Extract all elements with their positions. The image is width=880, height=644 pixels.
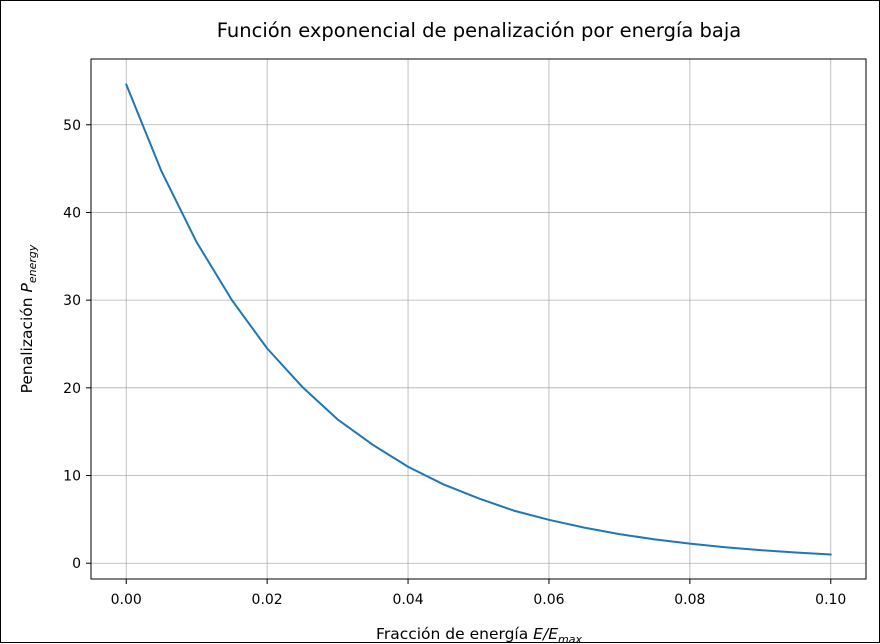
y-axis-label: Penalización Penergy: [18, 244, 39, 393]
x-tick-label: 0.10: [815, 592, 846, 608]
y-axis-label-subscript: energy: [26, 244, 39, 283]
y-tick-label: 10: [63, 469, 81, 485]
grid-lines: [91, 59, 866, 579]
chart-title: Función exponencial de penalización por …: [217, 19, 742, 42]
y-tick-label: 30: [63, 293, 81, 309]
x-tick-label: 0.00: [111, 592, 142, 608]
y-tick-label: 40: [63, 205, 81, 221]
x-tick-label: 0.08: [674, 592, 705, 608]
x-axis-label-text: Fracción de energía: [376, 625, 533, 643]
y-axis-ticks: 0 10 20 30 40 50: [63, 118, 91, 572]
series-layer: [125, 83, 832, 556]
series-line: [125, 83, 832, 556]
x-axis-label-subscript: max: [558, 633, 582, 644]
y-axis-label-text: Penalización: [18, 292, 36, 393]
y-axis-label-math: P: [18, 282, 36, 292]
y-tick-label: 50: [63, 118, 81, 134]
y-tick-label: 20: [63, 381, 81, 397]
x-axis-label: Fracción de energía E/Emax: [376, 625, 582, 644]
x-tick-label: 0.06: [533, 592, 564, 608]
x-axis-ticks: 0.00 0.02 0.04 0.06 0.08 0.10: [111, 579, 846, 608]
x-tick-label: 0.04: [392, 592, 423, 608]
x-axis-label-math: E/E: [533, 625, 558, 643]
y-tick-label: 0: [72, 556, 81, 572]
x-tick-label: 0.02: [252, 592, 283, 608]
plot-area: [90, 58, 867, 580]
